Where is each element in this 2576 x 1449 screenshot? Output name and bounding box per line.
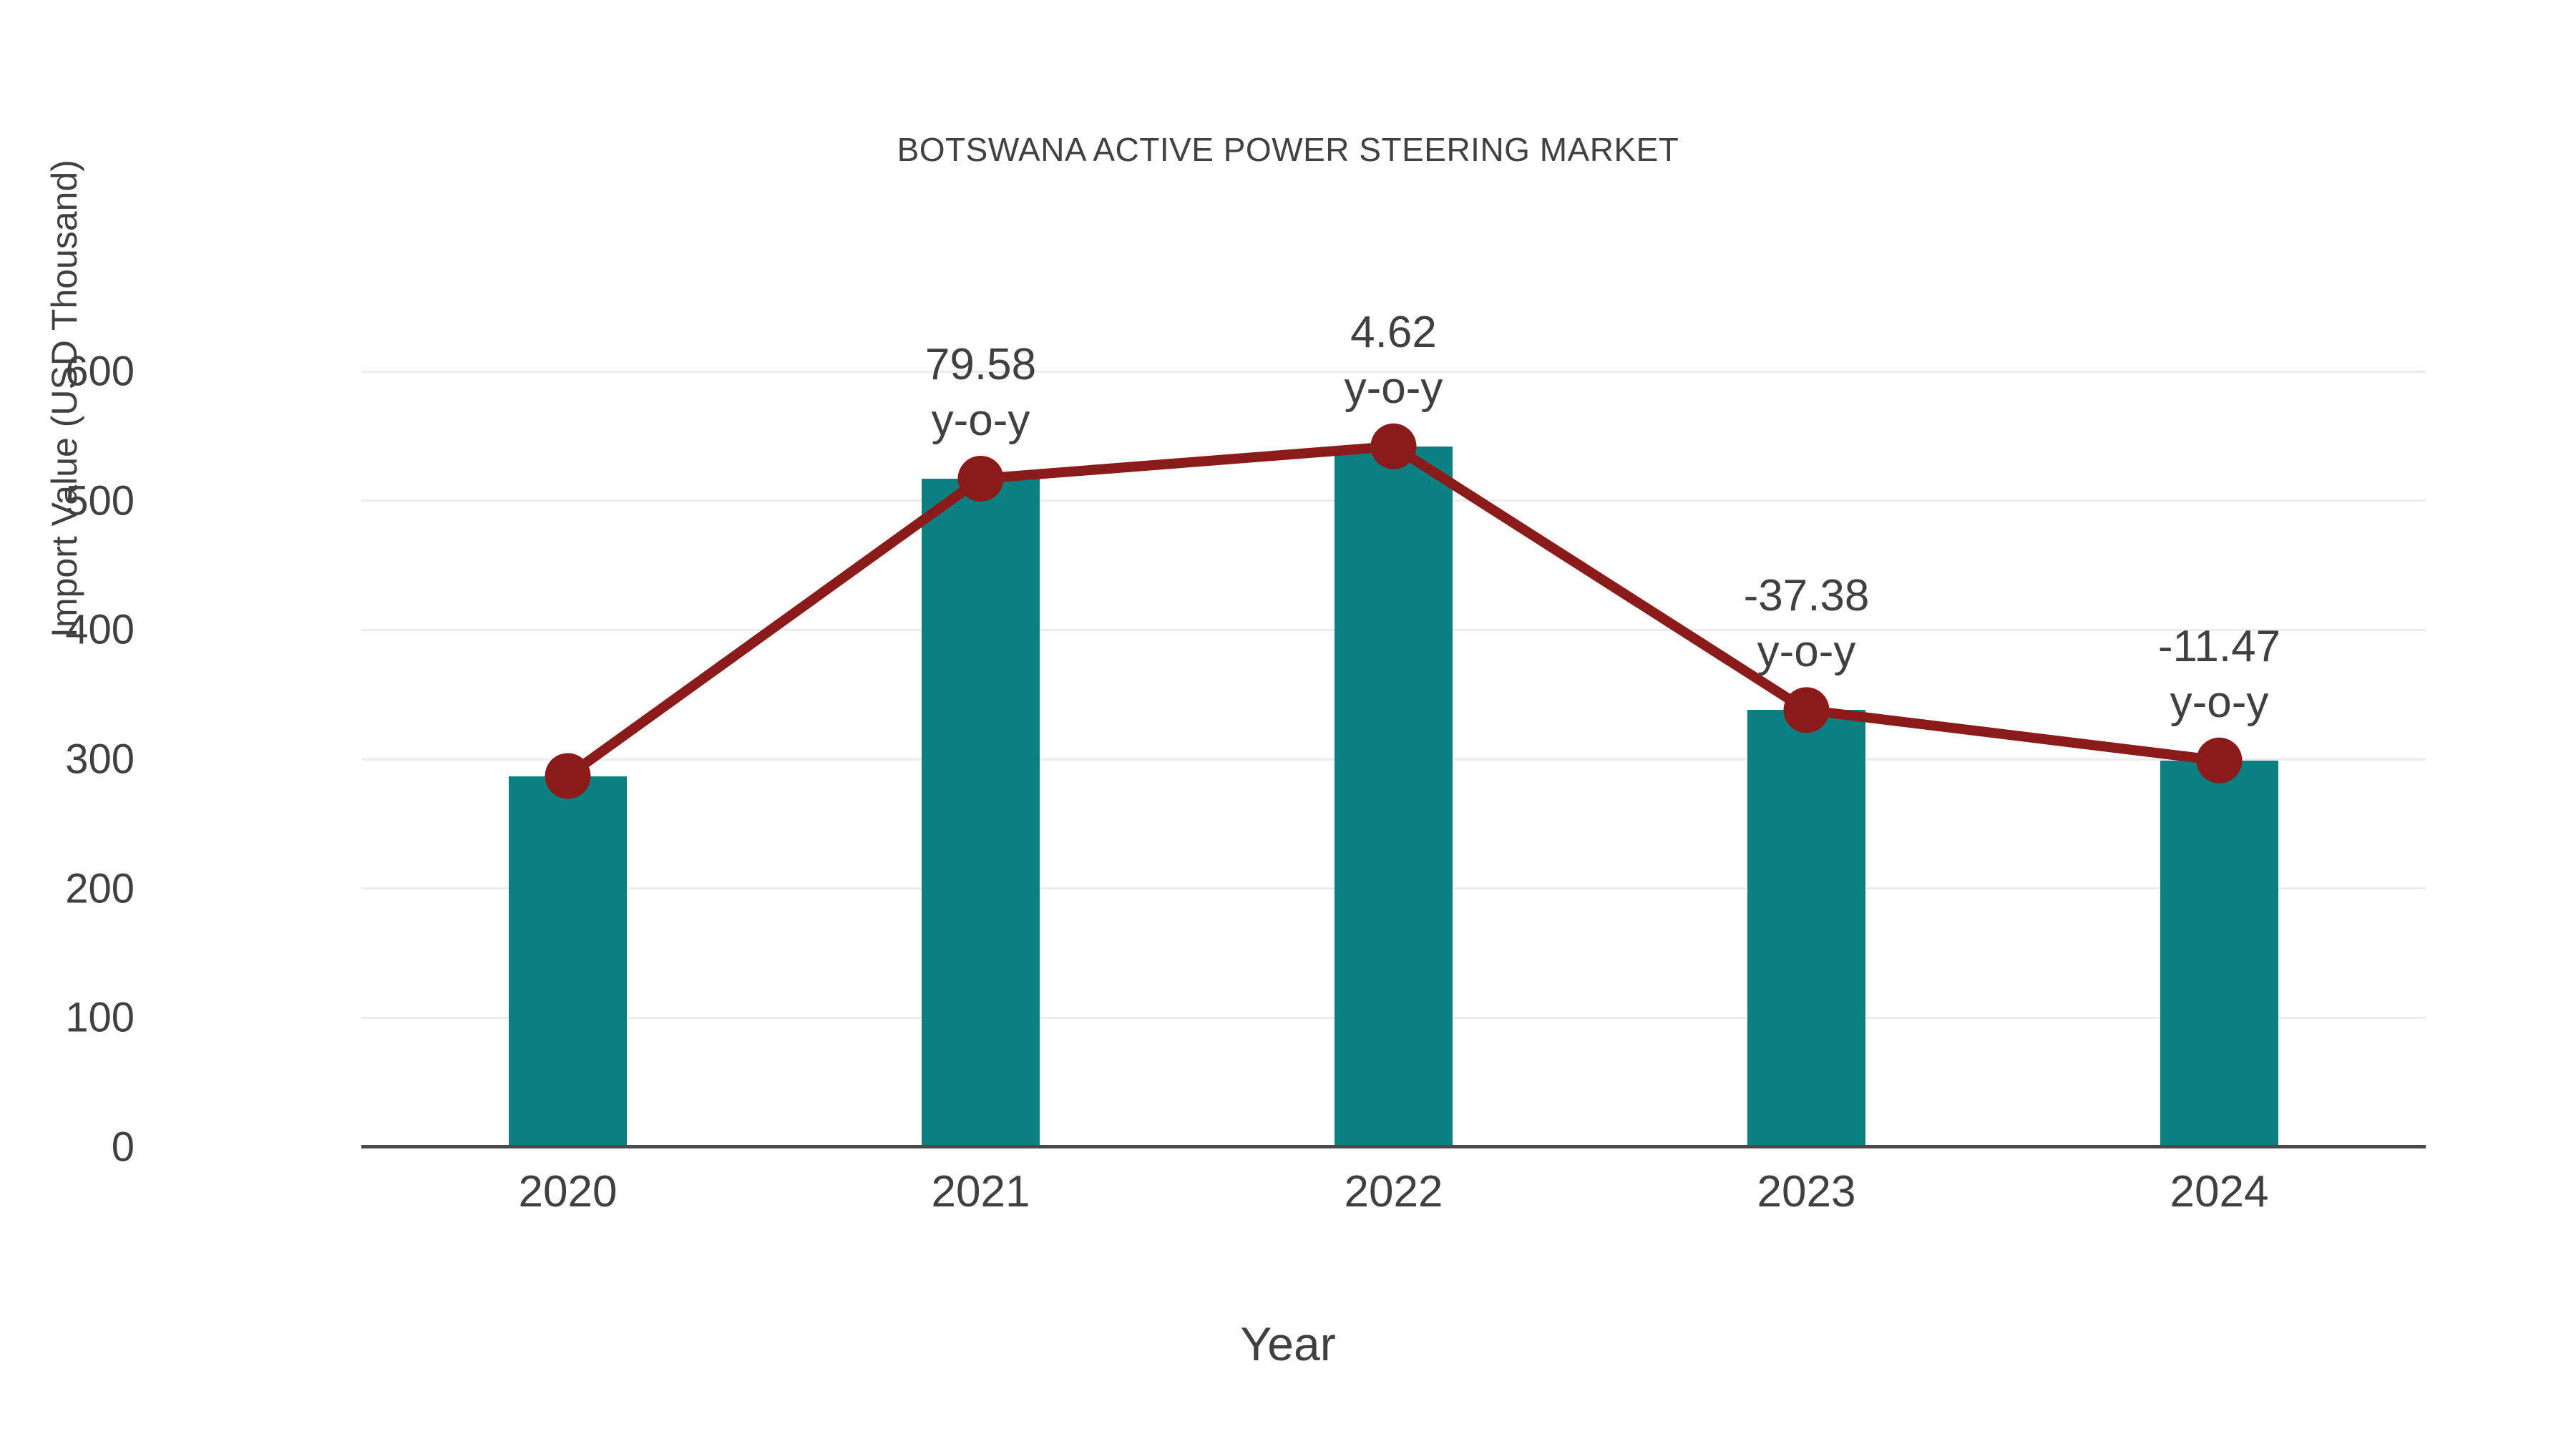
x-axis-tick-label: 2021 — [931, 1167, 1030, 1216]
y-axis-tick-label: 100 — [65, 994, 135, 1041]
yoy-value: 79.58 — [924, 339, 1037, 389]
x-axis-tick-label: 2020 — [518, 1167, 618, 1216]
y-axis-tick-label: 500 — [65, 477, 135, 525]
yoy-value: -11.47 — [2157, 621, 2281, 671]
x-axis-title: Year — [1240, 1317, 1336, 1370]
chart-title: BOTSWANA ACTIVE POWER STEERING MARKET — [897, 131, 1679, 168]
bar[interactable] — [2160, 760, 2278, 1147]
x-axis-tick-label: 2023 — [1757, 1167, 1856, 1216]
gridline — [361, 370, 2426, 373]
yoy-suffix: y-o-y — [931, 396, 1030, 446]
yoy-suffix: y-o-y — [1757, 627, 1856, 677]
x-axis-baseline — [361, 1145, 2426, 1148]
yoy-suffix: y-o-y — [2170, 677, 2269, 727]
bar[interactable] — [509, 776, 627, 1147]
bar[interactable] — [922, 478, 1040, 1147]
y-axis-tick-label: 0 — [111, 1123, 135, 1171]
bar[interactable] — [1747, 710, 1865, 1147]
x-axis-tick-label: 2022 — [1344, 1167, 1443, 1216]
y-axis-tick-label: 400 — [65, 606, 135, 653]
yoy-annotation: 79.58 y-o-y — [925, 337, 1036, 449]
plot-area — [361, 370, 2426, 1148]
yoy-value: -37.38 — [1743, 571, 1870, 621]
y-axis-tick-label: 600 — [65, 348, 135, 395]
y-axis-tick-label: 200 — [65, 865, 135, 912]
y-axis-title: Import Value (USD Thousand) — [44, 160, 84, 638]
y-axis-tick-label: 300 — [65, 736, 135, 783]
yoy-annotation: -37.38 y-o-y — [1744, 568, 1870, 680]
yoy-annotation: -11.47 y-o-y — [2158, 619, 2280, 731]
x-axis-tick-label: 2024 — [2170, 1167, 2269, 1216]
yoy-annotation: 4.62 y-o-y — [1345, 305, 1443, 416]
bar[interactable] — [1335, 446, 1453, 1147]
yoy-suffix: y-o-y — [1344, 363, 1443, 413]
yoy-value: 4.62 — [1350, 307, 1437, 357]
